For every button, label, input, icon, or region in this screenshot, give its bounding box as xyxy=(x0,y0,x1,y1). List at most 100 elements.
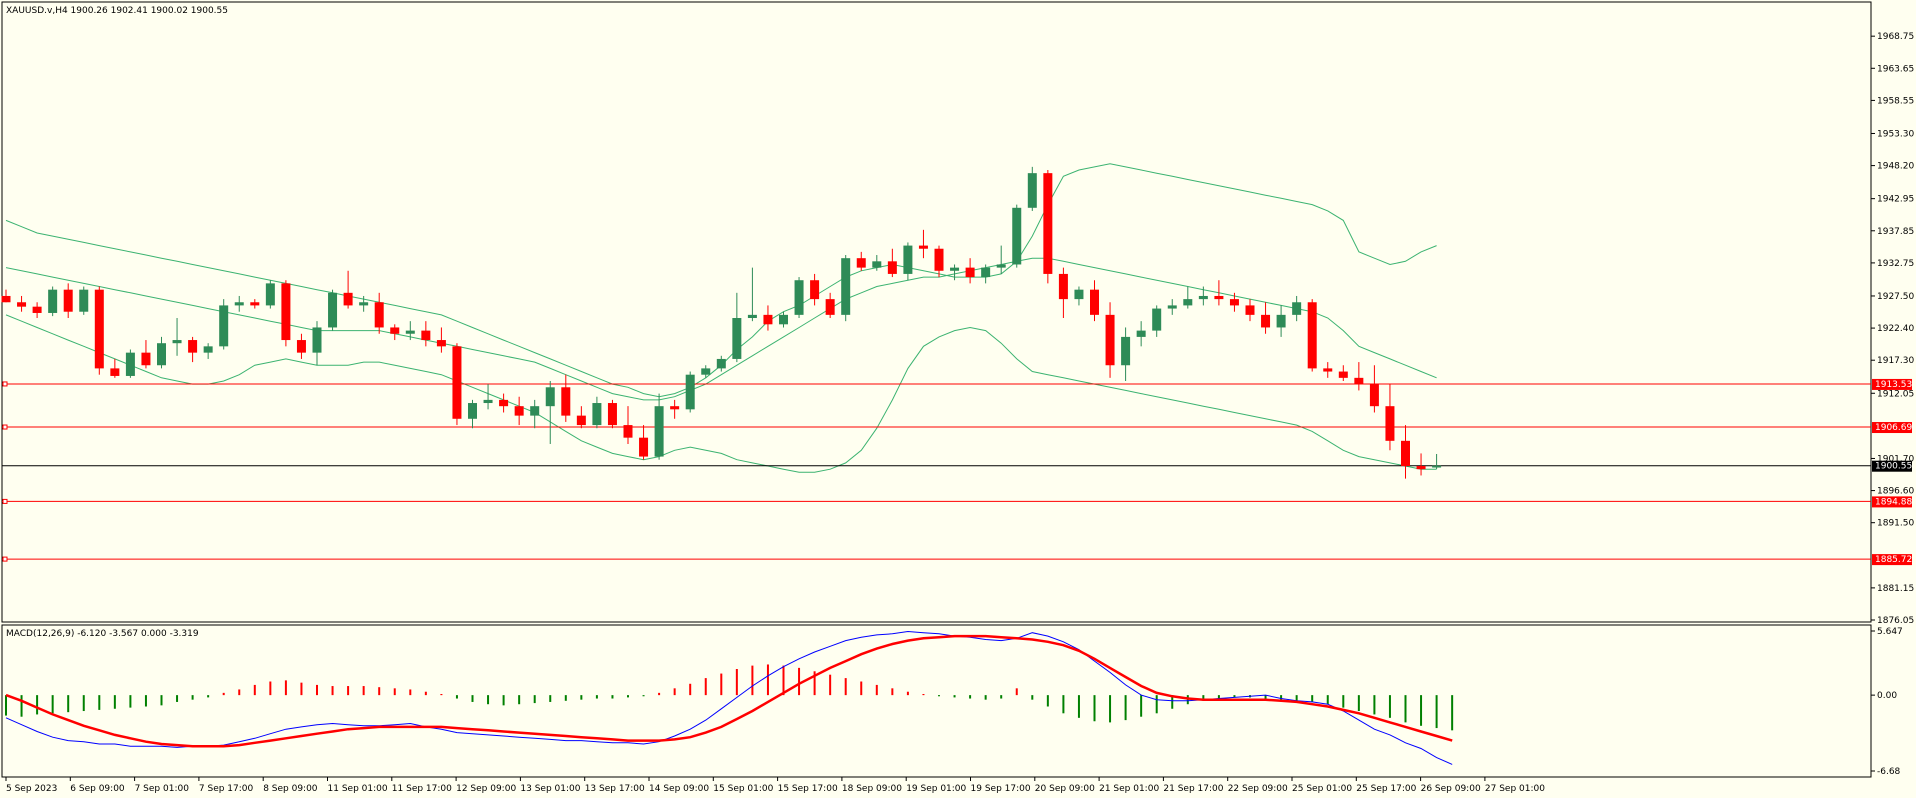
candle-bearish xyxy=(1,295,11,303)
price-tick-label: 1942.95 xyxy=(1877,195,1914,205)
candle-bearish xyxy=(1338,371,1348,378)
candle-bullish xyxy=(654,406,664,457)
candle-bearish xyxy=(670,406,680,410)
candle-bearish xyxy=(1043,173,1053,274)
price-tick-label: 1948.20 xyxy=(1877,162,1914,172)
time-tick-label: 27 Sep 01:00 xyxy=(1485,784,1545,794)
time-tick-label: 25 Sep 17:00 xyxy=(1356,784,1416,794)
candle-bullish xyxy=(1136,330,1146,337)
price-tick-label: 1912.05 xyxy=(1877,389,1914,399)
macd-pane-frame xyxy=(1,624,1872,778)
candle-bullish xyxy=(1152,308,1162,331)
candle-bearish xyxy=(1401,440,1410,467)
macd-signal-line xyxy=(5,634,1453,748)
level-price-label: 1894.88 xyxy=(1875,497,1912,507)
candle-bearish xyxy=(1369,384,1379,407)
time-tick-label: 11 Sep 17:00 xyxy=(392,784,452,794)
time-tick-label: 21 Sep 17:00 xyxy=(1163,784,1223,794)
level-price-label: 1906.69 xyxy=(1875,423,1912,433)
candle-bullish xyxy=(1121,336,1131,366)
candle-bullish xyxy=(1012,207,1022,265)
candle-bullish xyxy=(157,343,166,366)
candle-bullish xyxy=(48,289,58,313)
candle-bearish xyxy=(1416,466,1426,470)
candle-bullish xyxy=(779,314,788,325)
candle-bullish xyxy=(794,280,804,315)
time-tick-label: 26 Sep 09:00 xyxy=(1421,784,1481,794)
price-tick-label: 1953.30 xyxy=(1877,129,1914,139)
price-tick-label: 1927.50 xyxy=(1877,292,1914,302)
time-tick-label: 15 Sep 17:00 xyxy=(778,784,838,794)
candle-bullish xyxy=(903,245,913,274)
candle-bullish xyxy=(1183,299,1193,306)
candle-bearish xyxy=(374,302,384,328)
candle-bullish xyxy=(203,346,213,353)
candle-bearish xyxy=(188,340,198,353)
candle-bearish xyxy=(810,280,820,300)
candle-bullish xyxy=(359,302,369,306)
level-price-label: 1913.53 xyxy=(1875,380,1912,390)
time-tick-label: 13 Sep 01:00 xyxy=(520,784,580,794)
macd-tick-label: 5.647 xyxy=(1877,627,1903,637)
price-tick-label: 1917.30 xyxy=(1877,356,1914,366)
time-tick-label: 18 Sep 09:00 xyxy=(842,784,902,794)
candle-bearish xyxy=(1261,314,1271,328)
price-title: XAUUSD.v,H4 1900.26 1902.41 1900.02 1900… xyxy=(6,6,228,16)
time-tick-label: 19 Sep 17:00 xyxy=(971,784,1031,794)
candle-bearish xyxy=(965,267,975,278)
candle-bullish xyxy=(841,258,851,315)
candle-bullish xyxy=(234,302,244,306)
candle-bullish xyxy=(172,340,182,344)
candle-bearish xyxy=(1058,273,1068,300)
candle-bearish xyxy=(623,425,633,438)
candle-bullish xyxy=(79,289,89,312)
candle-bearish xyxy=(94,289,104,369)
price-tick-label: 1891.50 xyxy=(1877,519,1914,529)
candle-bearish xyxy=(825,299,835,315)
level-price-box xyxy=(1872,496,1912,508)
candle-bullish xyxy=(405,330,415,334)
time-tick-label: 5 Sep 2023 xyxy=(6,784,57,794)
candle-bullish xyxy=(685,374,695,410)
time-tick-label: 19 Sep 01:00 xyxy=(906,784,966,794)
candle-bullish xyxy=(312,327,322,353)
time-tick-label: 12 Sep 09:00 xyxy=(456,784,516,794)
candle-bearish xyxy=(576,415,586,426)
candle-bullish xyxy=(265,283,275,306)
level-price-box xyxy=(1872,378,1912,390)
candle-bullish xyxy=(483,399,493,404)
candle-bearish xyxy=(1323,368,1333,372)
candle-bearish xyxy=(421,330,431,341)
candle-bullish xyxy=(1167,305,1177,309)
candle-bearish xyxy=(110,368,120,376)
candle-bullish xyxy=(468,403,477,419)
candle-bullish xyxy=(1276,314,1286,328)
price-tick-label: 1958.55 xyxy=(1877,96,1914,106)
price-tick-label: 1922.40 xyxy=(1877,324,1914,334)
candle-bearish xyxy=(887,261,897,274)
time-axis: 5 Sep 2023 6 Sep 09:00 7 Sep 01:00 7 Sep 17… xyxy=(5,777,1545,794)
macd-title: MACD(12,26,9) -6.120 -3.567 0.000 -3.319 xyxy=(6,629,199,639)
time-tick-label: 15 Sep 01:00 xyxy=(713,784,773,794)
time-tick-label: 21 Sep 01:00 xyxy=(1099,784,1159,794)
candle-bearish xyxy=(1354,377,1364,385)
price-tick-label: 1876.05 xyxy=(1877,616,1914,626)
candle-bearish xyxy=(1214,295,1224,300)
candle-bearish xyxy=(63,289,73,312)
current-price-box xyxy=(1872,460,1912,472)
candle-bearish xyxy=(281,283,291,341)
candle-bearish xyxy=(390,327,400,334)
candle-bearish xyxy=(934,248,944,271)
candle-bullish xyxy=(872,261,882,268)
macd-pane[interactable]: 5.647 0.00 -6.68 xyxy=(1,624,1903,778)
candle-bearish xyxy=(1307,302,1317,369)
candle-bullish xyxy=(981,267,991,278)
candle-bearish xyxy=(514,406,524,416)
candle-bearish xyxy=(856,258,866,268)
level-handle xyxy=(2,498,8,504)
time-tick-label: 7 Sep 01:00 xyxy=(135,784,190,794)
price-pane[interactable]: 1968.75 1963.65 1958.55 1953.30 1948.20 1942.… xyxy=(1,1,1915,626)
time-tick-label: 7 Sep 17:00 xyxy=(199,784,254,794)
